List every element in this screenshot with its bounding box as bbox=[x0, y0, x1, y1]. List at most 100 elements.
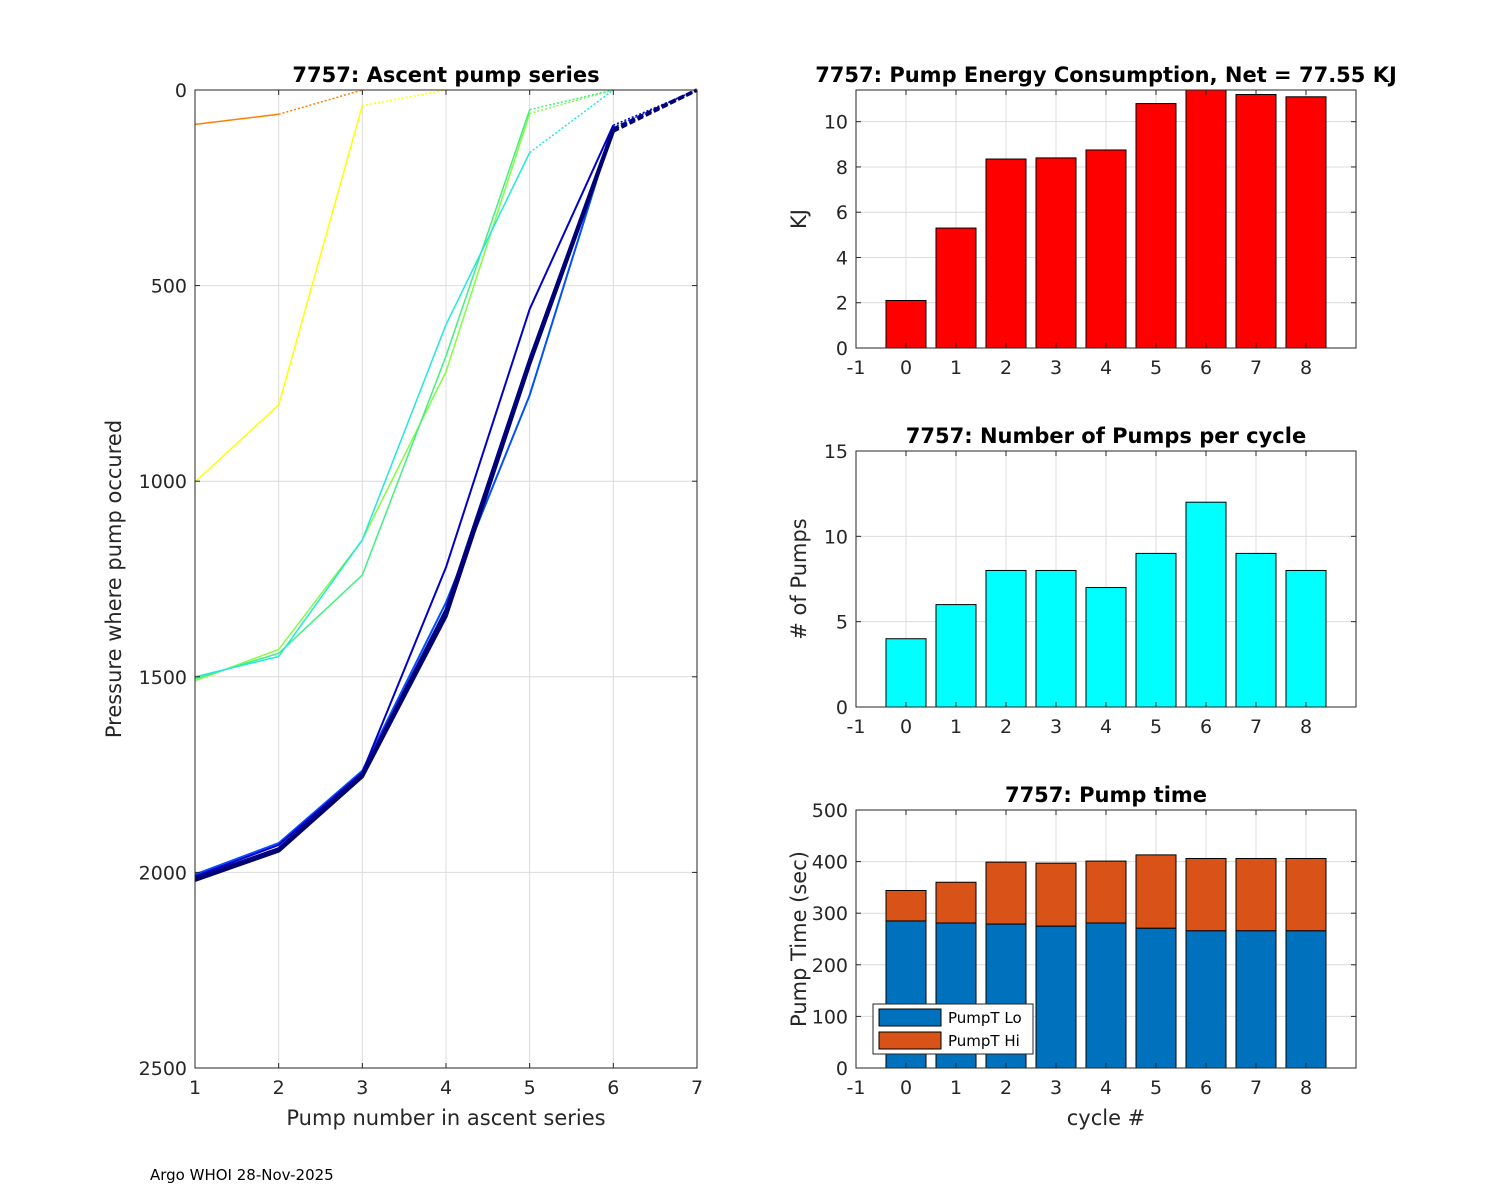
y-tick-label: 500 bbox=[151, 276, 187, 298]
y-tick-label: 2500 bbox=[139, 1058, 187, 1080]
bar-cycle-6 bbox=[1185, 89, 1227, 349]
x-tick-label: 1 bbox=[950, 716, 962, 738]
legend: PumpT Lo PumpT Hi bbox=[872, 1003, 1034, 1055]
x-tick-label: 6 bbox=[607, 1077, 619, 1099]
y-tick-label: 200 bbox=[812, 955, 848, 977]
x-tick-label: 4 bbox=[1100, 357, 1112, 379]
y-tick-label: 4 bbox=[836, 247, 848, 269]
series-line bbox=[194, 128, 615, 880]
x-tick-label: 2 bbox=[1000, 716, 1012, 738]
x-tick-label: 6 bbox=[1200, 716, 1212, 738]
bar-lo-cycle-8 bbox=[1285, 930, 1327, 1069]
y-tick-label: 6 bbox=[836, 202, 848, 224]
bar-hi-cycle-0 bbox=[885, 889, 927, 922]
y-tick-label: 1000 bbox=[139, 471, 187, 493]
bar-cycle-4 bbox=[1085, 587, 1127, 708]
x-tick-label: 4 bbox=[1100, 716, 1112, 738]
ascent-pump-series-plot: 1 2 3 4 5 6 7 0 500 1000 1500 2000 2500 7757: Ascent … bbox=[102, 63, 703, 1130]
x-axis-label: Pump number in ascent series bbox=[286, 1106, 605, 1130]
legend-swatch-hi bbox=[878, 1031, 942, 1050]
x-tick-label: 1 bbox=[189, 1077, 201, 1099]
series-line bbox=[194, 130, 615, 882]
y-axis-label: KJ bbox=[787, 209, 811, 229]
bar-cycle-6 bbox=[1185, 501, 1227, 708]
y-tick-label: 1500 bbox=[139, 667, 187, 689]
x-tick-label: 1 bbox=[950, 1077, 962, 1099]
x-tick-label: 3 bbox=[356, 1077, 368, 1099]
bar-cycle-8 bbox=[1285, 96, 1327, 349]
y-tick-label: 8 bbox=[836, 157, 848, 179]
y-tick-label: 0 bbox=[836, 697, 848, 719]
chart-title: 7757: Number of Pumps per cycle bbox=[906, 424, 1306, 448]
x-tick-label: 3 bbox=[1050, 716, 1062, 738]
bar-lo-cycle-4 bbox=[1085, 922, 1127, 1069]
y-tick-label: 10 bbox=[824, 112, 848, 134]
x-tick-label: 0 bbox=[900, 357, 912, 379]
bar-cycle-1 bbox=[935, 227, 977, 349]
bar-hi-cycle-4 bbox=[1085, 860, 1127, 924]
bar-hi-cycle-8 bbox=[1285, 858, 1327, 932]
x-tick-label: 5 bbox=[1150, 716, 1162, 738]
series-line bbox=[194, 105, 364, 483]
x-tick-label: 6 bbox=[1200, 357, 1212, 379]
series-final-leg bbox=[529, 89, 614, 154]
bar-lo-cycle-6 bbox=[1185, 930, 1227, 1069]
series-final-leg bbox=[529, 89, 614, 115]
chart-title: 7757: Ascent pump series bbox=[292, 63, 599, 87]
bar-cycle-2 bbox=[985, 569, 1027, 708]
x-tick-label: 0 bbox=[900, 1077, 912, 1099]
legend-label-lo: PumpT Lo bbox=[948, 1009, 1022, 1027]
bar-cycle-0 bbox=[885, 638, 927, 708]
bar-cycle-5 bbox=[1135, 552, 1177, 708]
x-tick-label: -1 bbox=[847, 1077, 866, 1099]
series-final-leg bbox=[613, 89, 698, 126]
chart-title: 7757: Pump Energy Consumption, Net = 77.… bbox=[815, 63, 1397, 87]
bar-hi-cycle-6 bbox=[1185, 858, 1227, 932]
y-tick-label: 0 bbox=[836, 338, 848, 360]
x-tick-label: 2 bbox=[1000, 1077, 1012, 1099]
bar-cycle-4 bbox=[1085, 149, 1127, 349]
y-tick-label: 100 bbox=[812, 1006, 848, 1028]
x-tick-label: 4 bbox=[1100, 1077, 1112, 1099]
bar-lo-cycle-7 bbox=[1235, 930, 1277, 1069]
x-tick-label: 3 bbox=[1050, 357, 1062, 379]
bar-cycle-1 bbox=[935, 604, 977, 708]
series-final-leg bbox=[278, 89, 363, 116]
x-tick-label: 7 bbox=[1250, 716, 1262, 738]
x-tick-label: -1 bbox=[847, 357, 866, 379]
legend-label-hi: PumpT Hi bbox=[948, 1032, 1020, 1050]
bar-hi-cycle-7 bbox=[1235, 858, 1277, 932]
bar-lo-cycle-5 bbox=[1135, 927, 1177, 1069]
x-axis-label: cycle # bbox=[1067, 1106, 1146, 1130]
bar-hi-cycle-3 bbox=[1035, 862, 1077, 927]
y-tick-label: 500 bbox=[812, 800, 848, 822]
y-tick-label: 0 bbox=[175, 80, 187, 102]
x-tick-label: -1 bbox=[847, 716, 866, 738]
x-tick-label: 7 bbox=[1250, 357, 1262, 379]
x-tick-label: 5 bbox=[1150, 357, 1162, 379]
x-tick-label: 2 bbox=[273, 1077, 285, 1099]
bar-cycle-8 bbox=[1285, 569, 1327, 708]
y-tick-label: 5 bbox=[836, 612, 848, 634]
bar-cycle-7 bbox=[1235, 552, 1277, 708]
y-axis-label: Pressure where pump occured bbox=[102, 420, 126, 738]
x-tick-label: 5 bbox=[524, 1077, 536, 1099]
legend-swatch-lo bbox=[878, 1008, 942, 1027]
series-final-leg bbox=[612, 88, 698, 133]
series-line bbox=[194, 113, 279, 126]
x-tick-label: 0 bbox=[900, 716, 912, 738]
bar-cycle-0 bbox=[885, 299, 927, 349]
x-tick-label: 8 bbox=[1300, 716, 1312, 738]
bar-lo-cycle-3 bbox=[1035, 925, 1077, 1069]
x-tick-label: 2 bbox=[1000, 357, 1012, 379]
bar-cycle-3 bbox=[1035, 569, 1077, 708]
bar-cycle-5 bbox=[1135, 103, 1177, 349]
footer-label: Argo WHOI 28-Nov-2025 bbox=[150, 1166, 334, 1184]
bar-cycle-7 bbox=[1235, 94, 1277, 349]
x-tick-label: 6 bbox=[1200, 1077, 1212, 1099]
x-tick-label: 7 bbox=[691, 1077, 703, 1099]
